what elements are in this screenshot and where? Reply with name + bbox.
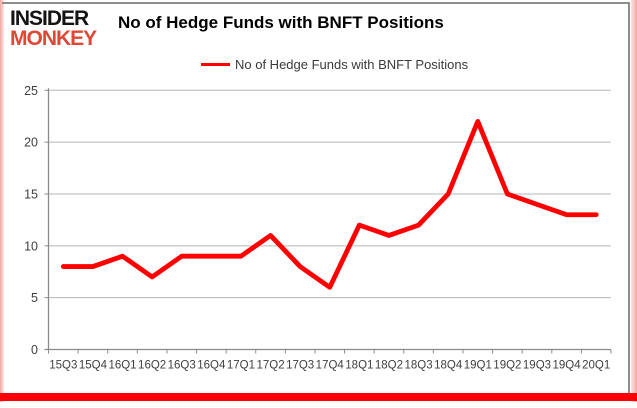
x-axis-label-18Q1: 18Q1 (345, 360, 373, 372)
x-axis-label-18Q3: 18Q3 (404, 360, 432, 372)
x-axis-label-17Q3: 17Q3 (286, 360, 314, 372)
legend-line-marker (201, 63, 230, 66)
chart-title: No of Hedge Funds with BNFT Positions (118, 13, 444, 32)
logo-line-insider: INSIDER (10, 7, 89, 30)
y-axis-label-5: 5 (31, 291, 38, 305)
x-axis-label-19Q1: 19Q1 (464, 360, 492, 372)
logo-line-monkey: MONKEY (10, 26, 97, 50)
x-axis-label-18Q4: 18Q4 (434, 360, 463, 372)
frame-right-gray-border (628, 2, 630, 393)
frame-top-border (2, 2, 630, 4)
series-line-bnft-positions (60, 119, 599, 290)
x-axis-label-20Q1: 20Q1 (582, 360, 610, 372)
y-axis-label-10: 10 (24, 239, 38, 253)
x-axis-label-16Q1: 16Q1 (108, 360, 136, 372)
x-axis-label-19Q2: 19Q2 (493, 360, 521, 372)
x-axis-label-16Q3: 16Q3 (168, 360, 196, 372)
y-axis-label-15: 15 (24, 187, 38, 201)
x-axis-label-16Q4: 16Q4 (197, 360, 226, 372)
x-axis-label-17Q1: 17Q1 (227, 360, 255, 372)
x-axis-label-17Q4: 17Q4 (316, 360, 345, 372)
frame-bottom-bar (0, 393, 637, 401)
y-axis-label-0: 0 (31, 343, 38, 357)
x-axis-label-19Q3: 19Q3 (523, 360, 551, 372)
legend-series-label: No of Hedge Funds with BNFT Positions (235, 57, 469, 72)
y-axis-label-20: 20 (24, 136, 38, 150)
chart-legend: No of Hedge Funds with BNFT Positions (201, 57, 468, 72)
x-axis-label-16Q2: 16Q2 (138, 360, 166, 372)
y-axis-label-25: 25 (24, 84, 38, 98)
x-axis-label-19Q4: 19Q4 (553, 360, 582, 372)
x-axis-label-18Q2: 18Q2 (375, 360, 403, 372)
x-axis-label-17Q2: 17Q2 (256, 360, 284, 372)
frame-left-border (0, 0, 4, 402)
x-axis-label-15Q3: 15Q3 (49, 360, 77, 372)
insider-monkey-logo: INSIDER MONKEY (10, 7, 97, 50)
x-axis-label-15Q4: 15Q4 (79, 360, 108, 372)
frame-right-border (631, 0, 637, 402)
